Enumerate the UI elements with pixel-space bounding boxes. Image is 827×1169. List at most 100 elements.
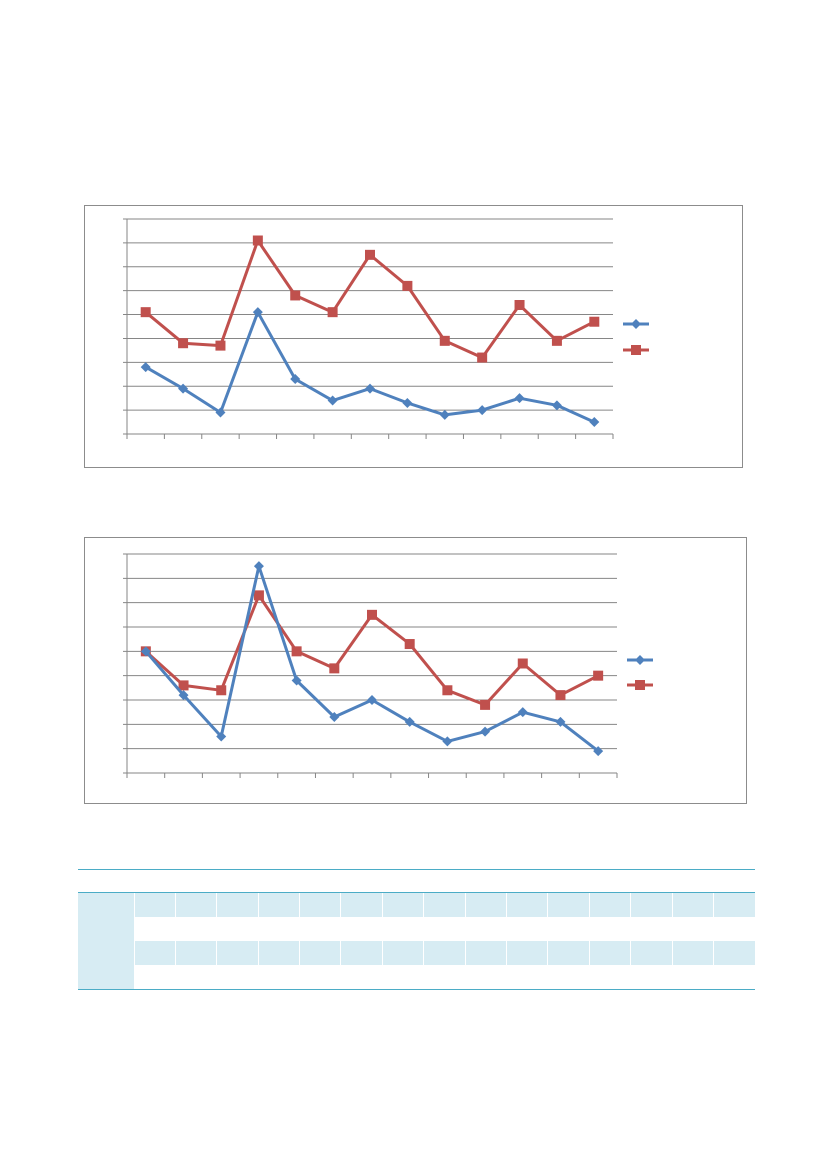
- series-blue-point: [252, 307, 263, 318]
- series-red-point: [442, 685, 453, 696]
- line-chart-1: [84, 205, 743, 468]
- table-row: [78, 941, 755, 965]
- table-header-row: [78, 869, 755, 893]
- table-cell: [630, 941, 673, 965]
- series-red-point: [215, 340, 226, 351]
- table-cell: [257, 917, 300, 941]
- table-cell: [381, 892, 424, 917]
- series-red-point: [329, 663, 340, 674]
- table-header-cell: [258, 869, 300, 893]
- table-cell: [174, 941, 217, 965]
- series-blue-point: [140, 362, 151, 373]
- table-cell: [423, 965, 466, 990]
- table-header-cell: [630, 869, 673, 893]
- series-red-point: [178, 680, 189, 691]
- table-cell: [340, 941, 383, 965]
- table-cell: [340, 917, 383, 941]
- table-cell: [216, 941, 259, 965]
- table-cell: [506, 892, 548, 917]
- series-blue-line: [144, 564, 600, 753]
- series-red-point: [593, 670, 604, 681]
- series-red-point: [327, 307, 338, 318]
- table-cell: [712, 941, 755, 965]
- data-table: [78, 869, 755, 990]
- table-cell: [133, 892, 176, 917]
- table-header-cell: [299, 869, 341, 893]
- series-blue-point: [589, 417, 600, 428]
- series-red-point: [290, 290, 301, 301]
- series-red-point: [514, 300, 525, 310]
- table-header-cell: [175, 869, 217, 893]
- series-red-point: [477, 352, 488, 363]
- table-cell: [340, 892, 383, 917]
- table-row-header: [78, 917, 134, 941]
- table-row: [78, 965, 755, 990]
- series-blue-point: [555, 716, 566, 727]
- series-blue-point: [593, 746, 604, 757]
- table-header-cell: [465, 869, 507, 893]
- chart-2-svg: [123, 553, 653, 778]
- table-cell: [671, 941, 714, 965]
- series-blue-point: [291, 675, 302, 686]
- table-cell: [630, 965, 673, 990]
- table-cell: [299, 917, 341, 941]
- table-cell: [257, 941, 300, 965]
- table-cell: [712, 965, 755, 990]
- data-table-wrapper: [78, 869, 755, 990]
- table-header-cell: [382, 869, 424, 893]
- legend-entry-blue: [627, 655, 653, 665]
- table-cell: [671, 892, 714, 917]
- table-cell: [630, 892, 673, 917]
- series-red-point: [216, 685, 227, 696]
- axes: [123, 219, 614, 439]
- table-cell: [588, 917, 631, 941]
- table-cell: [506, 965, 548, 990]
- table-cell: [299, 965, 341, 990]
- table-cell: [423, 892, 466, 917]
- table-cell: [588, 892, 631, 917]
- table-cell: [630, 917, 673, 941]
- series-blue-point: [329, 712, 340, 723]
- table-cell: [547, 892, 590, 917]
- table-cell: [299, 941, 341, 965]
- legend-marker-red: [635, 680, 645, 690]
- series-blue-point: [367, 695, 377, 705]
- series-red-point: [404, 639, 415, 650]
- table-cell: [381, 941, 424, 965]
- series-red-point: [291, 646, 302, 657]
- table-cell: [133, 917, 176, 941]
- table-cell: [174, 892, 217, 917]
- table-cell: [506, 941, 548, 965]
- axes: [123, 554, 618, 778]
- table-header-cell: [589, 869, 631, 893]
- table-cell: [299, 892, 341, 917]
- table-cell: [216, 892, 259, 917]
- series-red-point: [551, 335, 562, 346]
- table-header-cell: [216, 869, 259, 893]
- table-cell: [464, 965, 507, 990]
- table-cell: [174, 917, 217, 941]
- table-header-cell: [547, 869, 590, 893]
- table-cell: [671, 917, 714, 941]
- table-row-header: [78, 941, 134, 965]
- series-blue-point: [178, 383, 189, 394]
- series-blue-point: [439, 409, 450, 420]
- series-red-point: [480, 699, 491, 710]
- series-blue-point: [365, 383, 375, 394]
- series-blue-point: [327, 395, 338, 406]
- series-red-point: [402, 280, 413, 291]
- table-cell: [133, 965, 176, 990]
- legend-marker-blue: [631, 319, 641, 329]
- table-header-cell: [423, 869, 466, 893]
- series-blue-point: [216, 731, 227, 742]
- table-row: [78, 892, 755, 917]
- legend-entry-red: [627, 680, 653, 690]
- table-cell: [174, 965, 217, 990]
- legend-entry-red: [623, 345, 649, 355]
- series-blue-point: [290, 374, 301, 385]
- table-cell: [381, 917, 424, 941]
- series-red-point: [367, 609, 377, 620]
- series-blue-point: [480, 726, 491, 737]
- table-cell: [547, 941, 590, 965]
- table-cell: [257, 892, 300, 917]
